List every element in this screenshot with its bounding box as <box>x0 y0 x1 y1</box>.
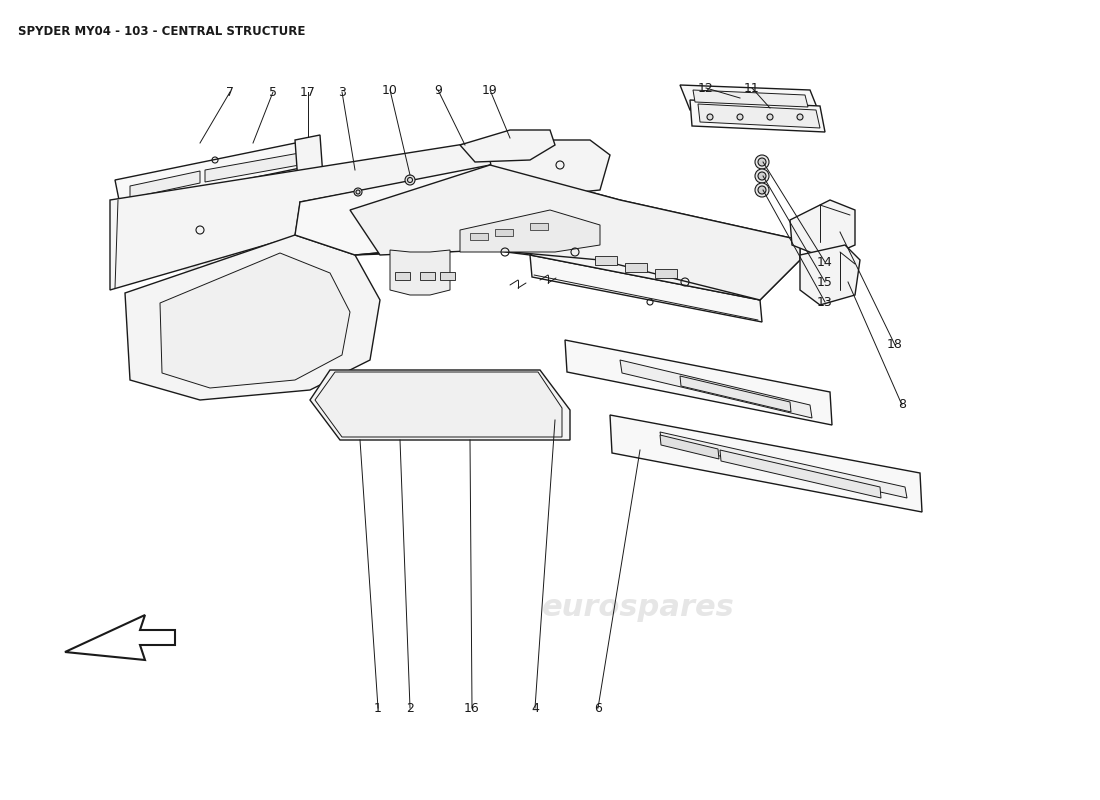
Text: 7: 7 <box>226 86 234 98</box>
Text: 16: 16 <box>464 702 480 714</box>
Text: 15: 15 <box>817 275 833 289</box>
Text: 13: 13 <box>817 295 833 309</box>
Polygon shape <box>65 615 175 660</box>
Polygon shape <box>205 152 305 182</box>
Bar <box>495 229 513 236</box>
Polygon shape <box>660 432 908 498</box>
Polygon shape <box>530 255 762 322</box>
Text: 17: 17 <box>300 86 316 98</box>
Circle shape <box>758 186 766 194</box>
Text: 12: 12 <box>698 82 714 94</box>
Text: 8: 8 <box>898 398 906 411</box>
Polygon shape <box>660 435 719 459</box>
Bar <box>440 272 455 280</box>
Circle shape <box>354 188 362 196</box>
Text: 5: 5 <box>270 86 277 98</box>
Text: 11: 11 <box>744 82 760 94</box>
Polygon shape <box>110 140 500 290</box>
Polygon shape <box>680 376 791 412</box>
Bar <box>654 269 676 278</box>
Polygon shape <box>698 104 820 128</box>
Polygon shape <box>295 135 324 210</box>
Bar <box>595 256 617 265</box>
Circle shape <box>767 114 773 120</box>
Polygon shape <box>116 140 315 205</box>
Polygon shape <box>295 165 490 255</box>
Circle shape <box>755 183 769 197</box>
Bar <box>420 272 434 280</box>
Text: 14: 14 <box>817 255 833 269</box>
Polygon shape <box>680 85 820 115</box>
Text: 9: 9 <box>434 83 442 97</box>
Text: 19: 19 <box>482 83 498 97</box>
Polygon shape <box>565 340 832 425</box>
Polygon shape <box>693 90 808 107</box>
Circle shape <box>737 114 742 120</box>
Text: 6: 6 <box>594 702 602 714</box>
Polygon shape <box>790 200 855 258</box>
Polygon shape <box>610 415 922 512</box>
Bar <box>625 263 647 272</box>
Text: 4: 4 <box>531 702 539 714</box>
Polygon shape <box>350 165 800 300</box>
Bar <box>530 223 548 230</box>
Polygon shape <box>355 165 620 255</box>
Text: eurospares: eurospares <box>541 594 735 622</box>
Polygon shape <box>490 140 610 195</box>
Text: eurospares: eurospares <box>123 250 317 278</box>
Text: 3: 3 <box>338 86 345 98</box>
Circle shape <box>755 169 769 183</box>
Polygon shape <box>460 210 600 252</box>
Bar <box>470 233 488 240</box>
Polygon shape <box>390 250 450 295</box>
Polygon shape <box>620 360 812 418</box>
Text: 10: 10 <box>382 83 398 97</box>
Polygon shape <box>690 100 825 132</box>
Circle shape <box>405 175 415 185</box>
Circle shape <box>758 172 766 180</box>
Circle shape <box>707 114 713 120</box>
Polygon shape <box>720 450 881 498</box>
Text: SPYDER MY04 - 103 - CENTRAL STRUCTURE: SPYDER MY04 - 103 - CENTRAL STRUCTURE <box>18 25 306 38</box>
Polygon shape <box>130 171 200 198</box>
Text: 1: 1 <box>374 702 382 714</box>
Polygon shape <box>125 235 380 400</box>
Text: 18: 18 <box>887 338 903 351</box>
Circle shape <box>758 158 766 166</box>
Polygon shape <box>530 200 800 300</box>
Text: 2: 2 <box>406 702 414 714</box>
Circle shape <box>755 155 769 169</box>
Polygon shape <box>315 372 562 437</box>
Circle shape <box>798 114 803 120</box>
Polygon shape <box>800 245 860 305</box>
Bar <box>395 272 410 280</box>
Polygon shape <box>310 370 570 440</box>
Polygon shape <box>460 130 556 162</box>
Polygon shape <box>160 253 350 388</box>
